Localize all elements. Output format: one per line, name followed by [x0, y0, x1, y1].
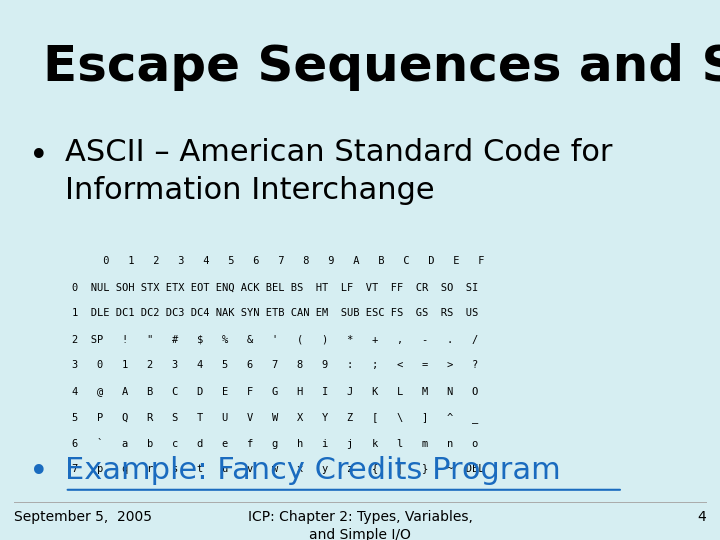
Text: 4   @   A   B   C   D   E   F   G   H   I   J   K   L   M   N   O: 4 @ A B C D E F G H I J K L M N O	[72, 386, 478, 396]
Text: ASCII – American Standard Code for
Information Interchange: ASCII – American Standard Code for Infor…	[65, 138, 612, 205]
Text: 5   P   Q   R   S   T   U   V   W   X   Y   Z   [   \   ]   ^   _: 5 P Q R S T U V W X Y Z [ \ ] ^ _	[72, 412, 478, 423]
Text: Escape Sequences and Strings: Escape Sequences and Strings	[43, 43, 720, 91]
Text: 2  SP   !   "   #   $   %   &   '   (   )   *   +   ,   -   .   /: 2 SP ! " # $ % & ' ( ) * + , - . /	[72, 334, 478, 345]
Text: 1  DLE DC1 DC2 DC3 DC4 NAK SYN ETB CAN EM  SUB ESC FS  GS  RS  US: 1 DLE DC1 DC2 DC3 DC4 NAK SYN ETB CAN EM…	[72, 308, 478, 319]
Text: 0   1   2   3   4   5   6   7   8   9   A   B   C   D   E   F: 0 1 2 3 4 5 6 7 8 9 A B C D E F	[72, 256, 485, 267]
Text: ICP: Chapter 2: Types, Variables,
and Simple I/O: ICP: Chapter 2: Types, Variables, and Si…	[248, 510, 472, 540]
Text: •: •	[29, 140, 48, 173]
Text: 0  NUL SOH STX ETX EOT ENQ ACK BEL BS  HT  LF  VT  FF  CR  SO  SI: 0 NUL SOH STX ETX EOT ENQ ACK BEL BS HT …	[72, 282, 478, 293]
Text: 3   0   1   2   3   4   5   6   7   8   9   :   ;   <   =   >   ?: 3 0 1 2 3 4 5 6 7 8 9 : ; < = > ?	[72, 360, 478, 370]
Text: 4: 4	[697, 510, 706, 524]
Text: September 5,  2005: September 5, 2005	[14, 510, 153, 524]
Text: •: •	[29, 456, 48, 489]
Text: 7   p   q   r   s   t   u   v   w   x   y   z   {   |   }   ~  DEL: 7 p q r s t u v w x y z { | } ~ DEL	[72, 464, 485, 474]
Text: 6   `   a   b   c   d   e   f   g   h   i   j   k   l   m   n   o: 6 ` a b c d e f g h i j k l m n o	[72, 438, 478, 449]
Text: Example: Fancy Credits Program: Example: Fancy Credits Program	[65, 456, 561, 485]
